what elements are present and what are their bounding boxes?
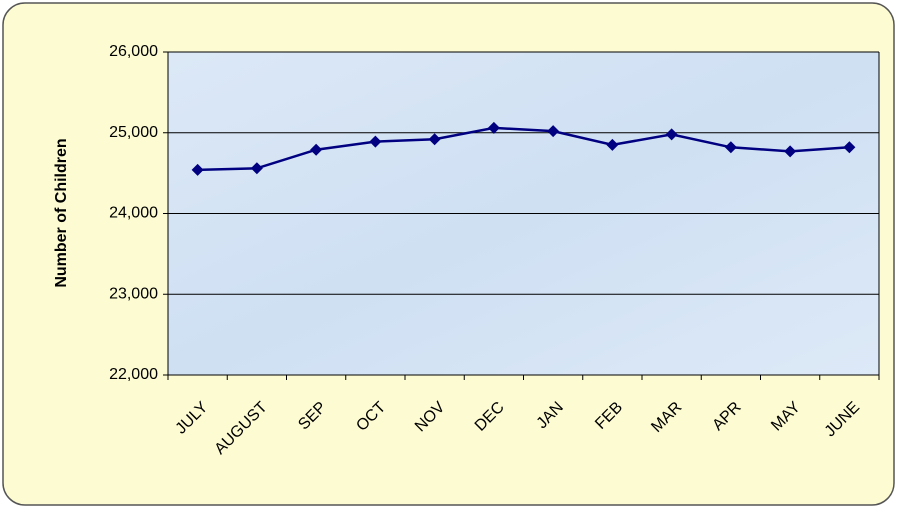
y-tick-label: 22,000	[109, 366, 158, 383]
data-point	[487, 121, 500, 134]
data-point	[784, 145, 797, 158]
y-tick-label: 23,000	[109, 285, 158, 302]
data-point	[428, 133, 441, 146]
y-tick-label: 24,000	[109, 205, 158, 222]
data-point	[724, 141, 737, 154]
series-line	[197, 126, 850, 172]
data-point	[547, 125, 560, 138]
y-tick-label: 26,000	[109, 43, 158, 60]
data-point	[369, 135, 382, 148]
data-point	[843, 141, 856, 154]
data-point	[665, 128, 678, 141]
data-point	[250, 162, 263, 175]
data-point	[606, 138, 619, 151]
data-point	[191, 163, 204, 176]
y-tick-label: 25,000	[109, 124, 158, 141]
y-axis-label: Number of Children	[53, 138, 70, 287]
data-point	[310, 143, 323, 156]
